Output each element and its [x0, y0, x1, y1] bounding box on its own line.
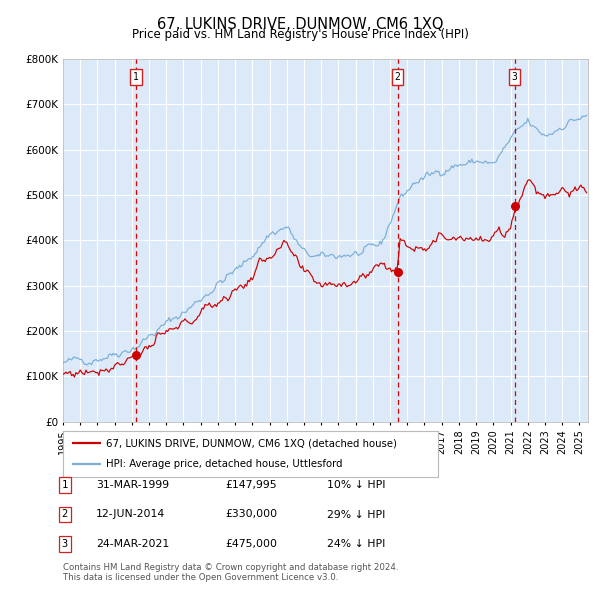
Text: 2: 2	[395, 72, 401, 82]
Text: 24% ↓ HPI: 24% ↓ HPI	[327, 539, 385, 549]
Text: 67, LUKINS DRIVE, DUNMOW, CM6 1XQ (detached house): 67, LUKINS DRIVE, DUNMOW, CM6 1XQ (detac…	[106, 438, 397, 448]
Text: £475,000: £475,000	[225, 539, 277, 549]
Text: HPI: Average price, detached house, Uttlesford: HPI: Average price, detached house, Uttl…	[106, 459, 343, 469]
Text: 67, LUKINS DRIVE, DUNMOW, CM6 1XQ: 67, LUKINS DRIVE, DUNMOW, CM6 1XQ	[157, 17, 443, 31]
Text: 3: 3	[62, 539, 68, 549]
Text: 24-MAR-2021: 24-MAR-2021	[96, 539, 169, 549]
Text: Contains HM Land Registry data © Crown copyright and database right 2024.: Contains HM Land Registry data © Crown c…	[63, 563, 398, 572]
Text: 1: 1	[62, 480, 68, 490]
Text: 2: 2	[62, 510, 68, 519]
Text: 29% ↓ HPI: 29% ↓ HPI	[327, 510, 385, 519]
Text: £147,995: £147,995	[225, 480, 277, 490]
Text: 31-MAR-1999: 31-MAR-1999	[96, 480, 169, 490]
Text: 12-JUN-2014: 12-JUN-2014	[96, 510, 165, 519]
Text: £330,000: £330,000	[225, 510, 277, 519]
Text: 10% ↓ HPI: 10% ↓ HPI	[327, 480, 386, 490]
Text: 1: 1	[133, 72, 139, 82]
Text: 3: 3	[512, 72, 517, 82]
Text: Price paid vs. HM Land Registry's House Price Index (HPI): Price paid vs. HM Land Registry's House …	[131, 28, 469, 41]
Text: This data is licensed under the Open Government Licence v3.0.: This data is licensed under the Open Gov…	[63, 573, 338, 582]
